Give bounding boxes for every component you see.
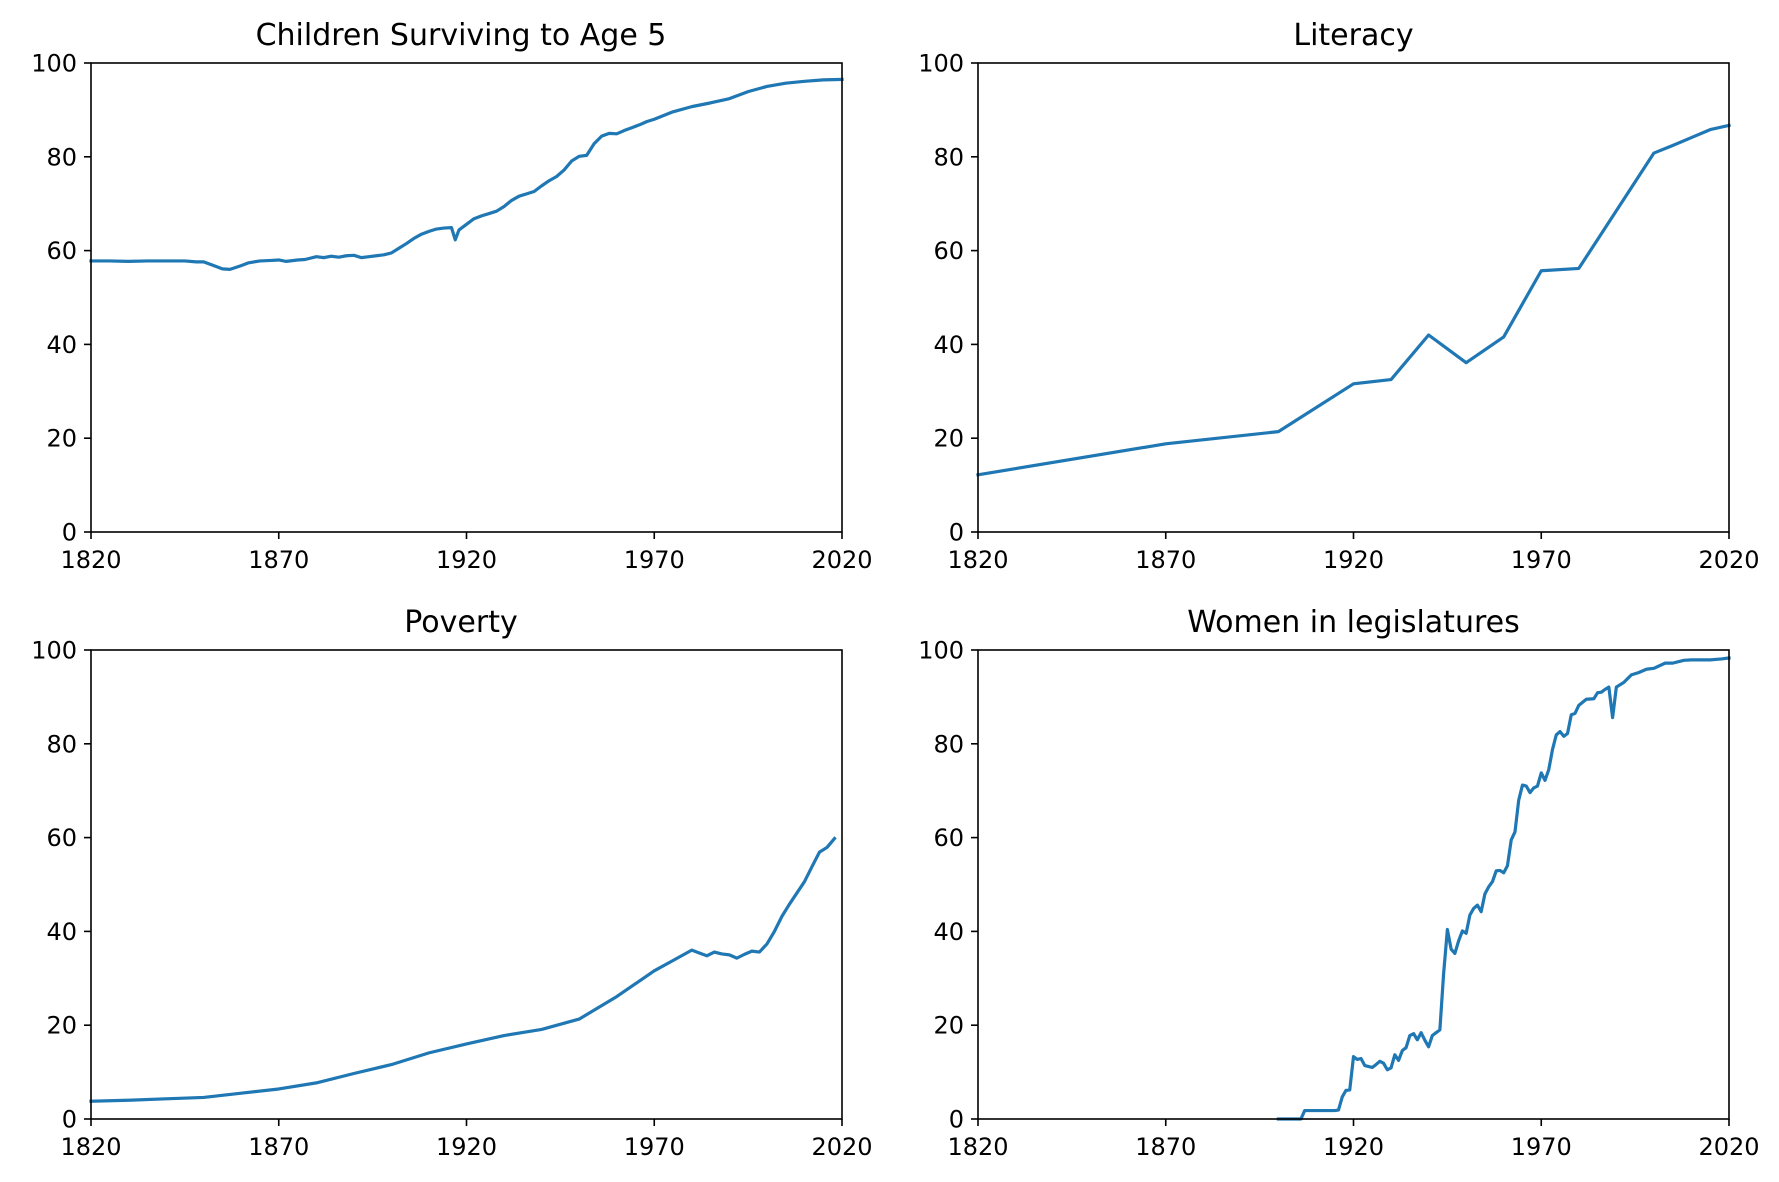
y-tick-label: 100 — [918, 637, 964, 665]
series-line — [89, 77, 844, 271]
y-tick-label: 100 — [31, 50, 77, 78]
chart-title: Poverty — [404, 605, 517, 640]
y-tick-label: 40 — [46, 331, 77, 359]
y-tick-label: 0 — [62, 519, 77, 547]
x-tick-label: 1820 — [947, 546, 1008, 574]
x-tick-label: 1820 — [60, 546, 121, 574]
series-line — [1276, 656, 1731, 1121]
y-tick-label: 100 — [31, 637, 77, 665]
series-line — [976, 123, 1731, 477]
x-tick-label: 1870 — [1135, 1133, 1196, 1161]
x-tick-label: 1920 — [1323, 1133, 1384, 1161]
y-tick-label: 60 — [933, 237, 964, 265]
y-tick-label: 20 — [46, 1012, 77, 1040]
x-tick-label: 1870 — [248, 1133, 309, 1161]
x-tick-label: 1970 — [1511, 1133, 1572, 1161]
x-tick-label: 1920 — [1323, 546, 1384, 574]
x-tick-label: 1970 — [624, 1133, 685, 1161]
chart-children-surviving: Children Surviving to Age 5 1820 1870 1920… — [31, 18, 872, 574]
series-line — [89, 836, 837, 1103]
y-tick-label: 20 — [933, 425, 964, 453]
y-tick-label: 60 — [46, 824, 77, 852]
y-tick-label: 60 — [933, 824, 964, 852]
x-tick-label: 1820 — [60, 1133, 121, 1161]
y-tick-label: 0 — [62, 1106, 77, 1134]
x-tick-label: 1970 — [624, 546, 685, 574]
x-tick-label: 1870 — [248, 546, 309, 574]
chart-title: Literacy — [1293, 18, 1413, 53]
y-tick-label: 40 — [46, 918, 77, 946]
y-tick-label: 40 — [933, 331, 964, 359]
x-tick-label: 2020 — [811, 1133, 872, 1161]
y-tick-label: 20 — [46, 425, 77, 453]
y-tick-label: 40 — [933, 918, 964, 946]
chart-literacy: Literacy 1820 1870 1920 1970 2020 0 20 40 60 80 10… — [918, 18, 1759, 574]
x-tick-label: 1870 — [1135, 546, 1196, 574]
x-tick-label: 1820 — [947, 1133, 1008, 1161]
y-tick-label: 80 — [46, 730, 77, 758]
y-tick-label: 0 — [949, 1106, 964, 1134]
chart-title: Women in legislatures — [1187, 605, 1519, 640]
y-tick-label: 80 — [933, 143, 964, 171]
x-tick-label: 1920 — [436, 546, 497, 574]
x-tick-label: 1920 — [436, 1133, 497, 1161]
x-tick-label: 2020 — [1698, 1133, 1759, 1161]
y-tick-label: 80 — [46, 143, 77, 171]
chart-title: Children Surviving to Age 5 — [256, 18, 667, 53]
y-tick-label: 20 — [933, 1012, 964, 1040]
y-tick-label: 100 — [918, 50, 964, 78]
y-tick-label: 80 — [933, 730, 964, 758]
y-tick-label: 0 — [949, 519, 964, 547]
x-tick-label: 2020 — [811, 546, 872, 574]
x-tick-label: 1970 — [1511, 546, 1572, 574]
chart-women-in-legislatures: Women in legislatures 1820 1870 1920 1970 20… — [918, 605, 1759, 1161]
chart-poverty: Poverty 1820 1870 1920 1970 2020 0 20 40 60 80 100 — [31, 605, 872, 1161]
y-tick-label: 60 — [46, 237, 77, 265]
x-tick-label: 2020 — [1698, 546, 1759, 574]
